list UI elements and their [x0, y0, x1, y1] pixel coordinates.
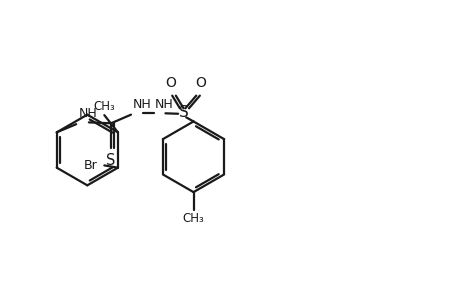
Text: S: S	[106, 153, 116, 168]
Text: S: S	[178, 105, 188, 120]
Text: NH: NH	[154, 98, 173, 111]
Text: O: O	[195, 76, 206, 90]
Text: CH₃: CH₃	[93, 100, 115, 113]
Text: NH: NH	[78, 107, 97, 120]
Text: NH: NH	[133, 98, 151, 111]
Text: O: O	[165, 76, 176, 90]
Text: Br: Br	[83, 159, 97, 172]
Text: CH₃: CH₃	[182, 212, 204, 225]
